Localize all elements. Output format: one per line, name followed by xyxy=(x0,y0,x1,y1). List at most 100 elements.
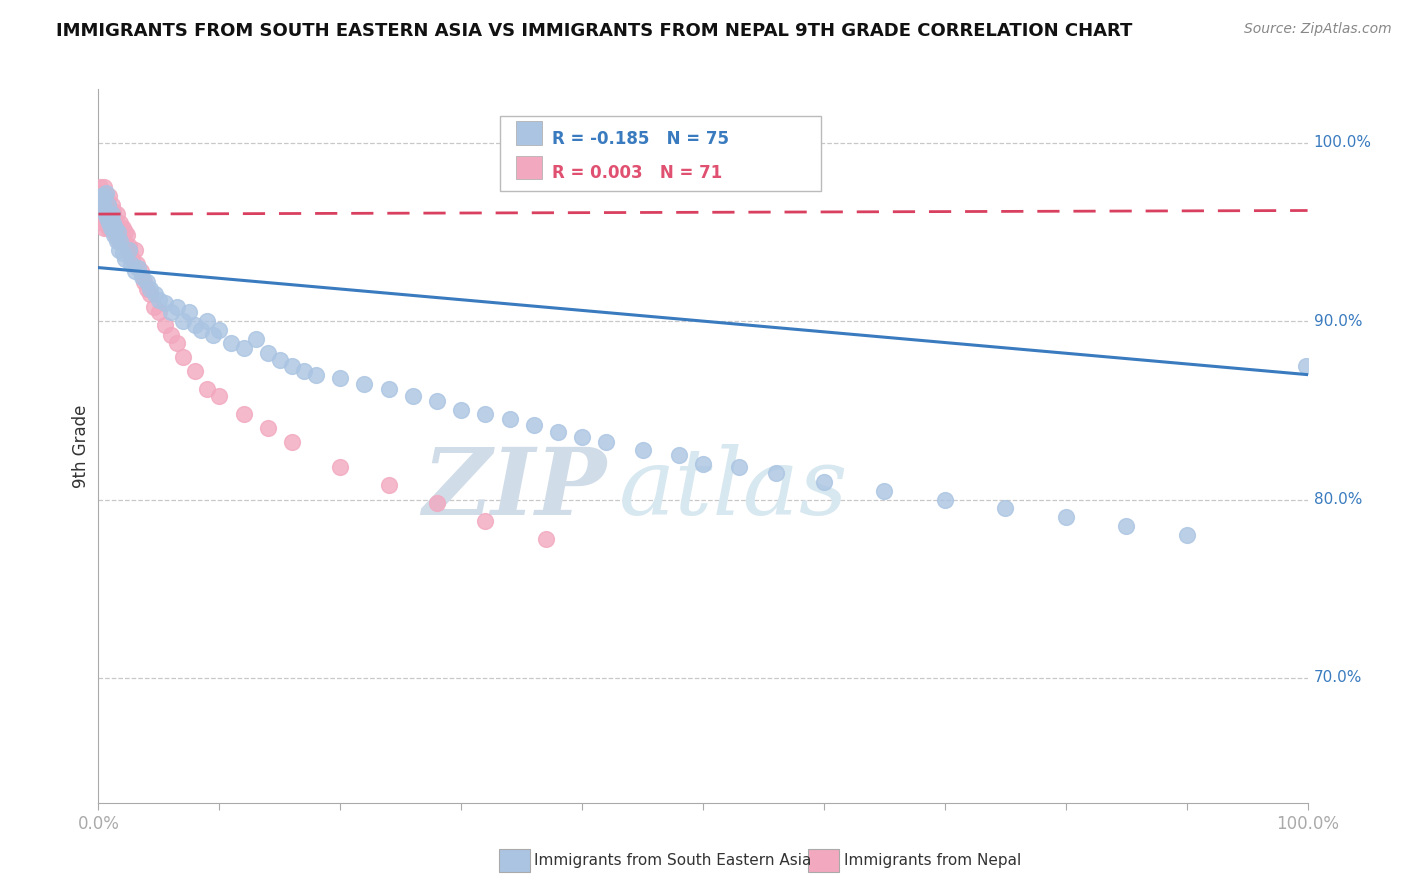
Point xyxy=(172,314,194,328)
Point xyxy=(329,371,352,385)
Point xyxy=(118,246,141,260)
Point xyxy=(534,532,557,546)
Point xyxy=(208,389,231,403)
Point xyxy=(100,198,122,212)
Point xyxy=(135,282,157,296)
Point xyxy=(160,328,183,343)
Point xyxy=(547,425,569,439)
Point xyxy=(450,403,472,417)
Text: R = -0.185   N = 75: R = -0.185 N = 75 xyxy=(551,130,728,148)
Point xyxy=(98,211,121,225)
Point xyxy=(115,239,138,253)
FancyBboxPatch shape xyxy=(501,116,821,191)
Point xyxy=(571,430,593,444)
Point xyxy=(172,350,194,364)
Point xyxy=(426,496,449,510)
Point xyxy=(89,180,111,194)
Point xyxy=(97,207,120,221)
Point xyxy=(269,353,291,368)
Text: Immigrants from Nepal: Immigrants from Nepal xyxy=(844,854,1021,868)
Bar xyxy=(516,155,543,179)
Point xyxy=(90,207,112,221)
Point xyxy=(377,382,399,396)
Point xyxy=(595,435,617,450)
Point xyxy=(100,211,122,225)
Point xyxy=(139,282,162,296)
Point xyxy=(127,260,149,275)
Point xyxy=(112,234,135,248)
Point xyxy=(153,296,176,310)
Point xyxy=(402,389,425,403)
Point xyxy=(668,448,690,462)
Point xyxy=(1295,359,1317,373)
Point xyxy=(135,275,157,289)
Point xyxy=(97,207,120,221)
Point xyxy=(105,228,128,243)
Point xyxy=(232,407,254,421)
Point xyxy=(728,460,751,475)
Text: Source: ZipAtlas.com: Source: ZipAtlas.com xyxy=(1244,22,1392,37)
Point xyxy=(184,364,207,378)
Point xyxy=(765,466,787,480)
Point xyxy=(148,305,170,319)
Point xyxy=(631,442,654,457)
Point xyxy=(94,198,117,212)
Point xyxy=(97,198,120,212)
Point xyxy=(97,221,120,235)
Point xyxy=(114,252,136,266)
Point xyxy=(108,216,131,230)
Point xyxy=(101,216,124,230)
Point xyxy=(91,186,114,200)
Point xyxy=(305,368,328,382)
Point xyxy=(474,514,496,528)
Point xyxy=(256,421,278,435)
Point xyxy=(103,228,125,243)
Point xyxy=(523,417,546,432)
Point xyxy=(184,318,207,332)
Point xyxy=(96,193,118,207)
Point xyxy=(245,332,267,346)
Point xyxy=(120,257,142,271)
Point xyxy=(1175,528,1198,542)
Point xyxy=(93,180,115,194)
Point xyxy=(93,189,115,203)
Point xyxy=(100,221,122,235)
Point xyxy=(103,211,125,225)
Point xyxy=(232,341,254,355)
Point xyxy=(91,203,114,218)
Point xyxy=(177,305,201,319)
Point xyxy=(91,193,114,207)
Point xyxy=(111,246,134,260)
Point xyxy=(104,221,127,235)
Point xyxy=(105,234,128,248)
Point xyxy=(101,216,124,230)
Point xyxy=(105,207,128,221)
Point xyxy=(100,207,122,221)
Point xyxy=(281,435,304,450)
Text: 90.0%: 90.0% xyxy=(1313,314,1362,328)
Point xyxy=(153,318,176,332)
Text: 100.0%: 100.0% xyxy=(1313,136,1372,150)
Point xyxy=(281,359,304,373)
Point xyxy=(873,483,896,498)
Point xyxy=(108,234,131,248)
Point xyxy=(96,203,118,218)
Point xyxy=(377,478,399,492)
Point xyxy=(117,228,139,243)
Point xyxy=(118,243,141,257)
Point xyxy=(139,287,162,301)
Point xyxy=(143,287,166,301)
Text: ZIP: ZIP xyxy=(422,444,606,533)
Point xyxy=(107,221,129,235)
Point xyxy=(98,189,121,203)
Point xyxy=(221,335,243,350)
Point xyxy=(100,211,122,225)
Point xyxy=(94,186,117,200)
Point xyxy=(166,335,188,350)
Point xyxy=(91,198,114,212)
Point xyxy=(98,216,121,230)
Point xyxy=(96,211,118,225)
Point xyxy=(813,475,835,489)
Point xyxy=(97,198,120,212)
Point xyxy=(1054,510,1077,524)
